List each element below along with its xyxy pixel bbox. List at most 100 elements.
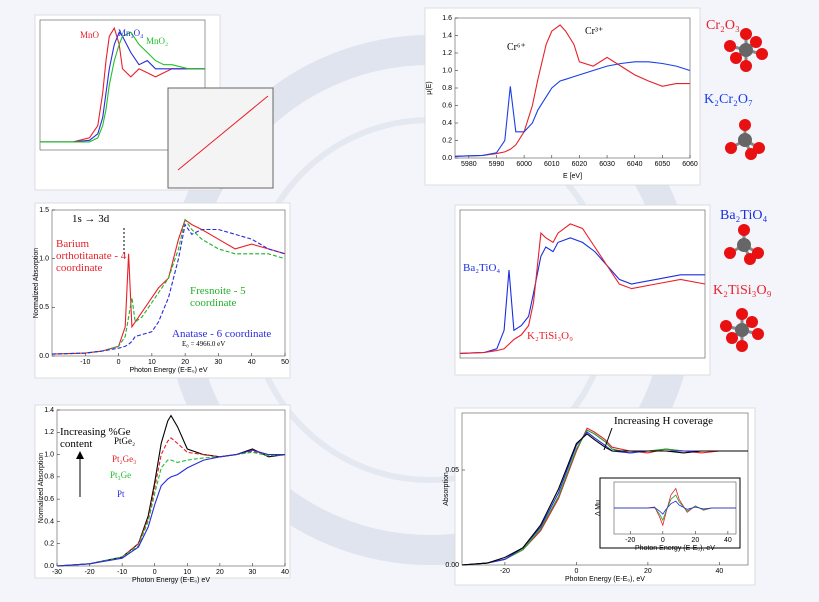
x-tick-label: 5990 bbox=[489, 161, 505, 168]
data-line bbox=[459, 223, 706, 354]
legend-entry: K₂Cr₂O₇ bbox=[704, 92, 753, 107]
molecule-atom bbox=[738, 133, 752, 147]
molecule-atom bbox=[750, 36, 762, 48]
data-line bbox=[56, 451, 286, 567]
x-tick-label: 30 bbox=[215, 359, 223, 366]
x-tick-label: 20 bbox=[644, 568, 652, 575]
x-axis-label: Photon Energy (E-E₀) eV bbox=[130, 367, 208, 374]
x-tick-label: 6060 bbox=[682, 161, 698, 168]
data-line bbox=[51, 223, 286, 355]
molecule-atom bbox=[730, 52, 742, 64]
x-tick-label: 40 bbox=[716, 568, 724, 575]
molecule-atom bbox=[738, 224, 750, 236]
series-label: Barium orthotitanate - 4 coordinate bbox=[56, 238, 127, 274]
x-tick-label: -20 bbox=[85, 569, 95, 576]
series-label: Ba₂TiO₄ bbox=[463, 262, 501, 274]
data-line bbox=[454, 24, 690, 157]
y-tick-label: 0.0 bbox=[39, 353, 49, 360]
annotation: Increasing H coverage bbox=[614, 415, 713, 427]
x-tick-label: 40 bbox=[281, 569, 289, 576]
plot-frame bbox=[461, 412, 749, 566]
x-tick-label: 0 bbox=[574, 568, 578, 575]
plot-frame bbox=[56, 409, 286, 567]
series-label: K₂TiSi₃O₉ bbox=[527, 330, 573, 342]
y-tick-label: 1.6 bbox=[442, 15, 452, 22]
series-label: Pt₂Ge₃ bbox=[112, 454, 137, 464]
arrow-head bbox=[76, 451, 84, 459]
y-tick-label: 1.0 bbox=[44, 451, 54, 458]
y-tick-label: 0.05 bbox=[445, 467, 459, 474]
y-tick-label: 0.0 bbox=[442, 155, 452, 162]
x-tick-label: -20 bbox=[500, 568, 510, 575]
arrow bbox=[603, 427, 613, 451]
molecule-atom bbox=[735, 323, 749, 337]
x-axis-label: Photon Energy (E-E₀) eV bbox=[132, 577, 210, 584]
x-tick-label: 50 bbox=[281, 359, 289, 366]
y-tick-label: 0.00 bbox=[445, 562, 459, 569]
series-label: Pt₃Ge bbox=[110, 470, 132, 480]
y-tick-label: 1.0 bbox=[39, 256, 49, 263]
molecule-atom bbox=[740, 60, 752, 72]
x-tick-label: 10 bbox=[148, 359, 156, 366]
x-tick-label: 20 bbox=[691, 537, 699, 544]
y-axis-label: Normalized Absorption bbox=[38, 453, 45, 524]
y-tick-label: 1.2 bbox=[442, 50, 452, 57]
x-tick-label: 40 bbox=[248, 359, 256, 366]
data-line bbox=[40, 31, 205, 143]
molecule-atom bbox=[739, 43, 753, 57]
molecule-atom bbox=[736, 308, 748, 320]
molecule-atom bbox=[724, 40, 736, 52]
x-tick-label: 20 bbox=[216, 569, 224, 576]
data-line bbox=[51, 218, 286, 355]
molecule-atom bbox=[725, 142, 737, 154]
panel bbox=[34, 202, 291, 379]
legend-entry: Cr₂O₃ bbox=[706, 18, 740, 33]
x-tick-label: 5980 bbox=[461, 161, 477, 168]
y-axis-label: Δ Mu bbox=[595, 500, 602, 516]
molecule-atom bbox=[746, 316, 758, 328]
series-label: PtGe₂ bbox=[114, 436, 136, 446]
x-tick-label: 30 bbox=[249, 569, 257, 576]
molecule-atom bbox=[739, 119, 751, 131]
annotation: E₀ = 4966.0 eV bbox=[182, 340, 226, 348]
panel bbox=[424, 7, 701, 186]
legend-entry: K₂TiSi₃O₉ bbox=[713, 283, 772, 298]
y-tick-label: 1.2 bbox=[44, 429, 54, 436]
x-tick-label: 6010 bbox=[544, 161, 560, 168]
x-tick-label: 6040 bbox=[627, 161, 643, 168]
annotation: 1s → 3d bbox=[72, 213, 110, 225]
y-axis-label: Normalized Absorption bbox=[33, 248, 40, 319]
molecule-atom bbox=[756, 48, 768, 60]
y-tick-label: 0.8 bbox=[442, 85, 452, 92]
series-label: Pt bbox=[117, 489, 125, 499]
data-line bbox=[454, 61, 691, 157]
inset-panel bbox=[167, 87, 274, 189]
y-tick-label: 0.6 bbox=[44, 496, 54, 503]
y-tick-label: 1.5 bbox=[39, 207, 49, 214]
molecule-atom bbox=[752, 328, 764, 340]
data-line bbox=[614, 500, 736, 515]
x-tick-label: -10 bbox=[117, 569, 127, 576]
x-tick-label: 0 bbox=[117, 359, 121, 366]
x-tick-label: 6050 bbox=[655, 161, 671, 168]
y-tick-label: 0.0 bbox=[44, 563, 54, 570]
data-line bbox=[56, 449, 285, 567]
plot-frame bbox=[51, 209, 286, 357]
series-label: Mn₃O₄ bbox=[118, 28, 144, 38]
data-line bbox=[56, 437, 286, 567]
y-tick-label: 0.8 bbox=[44, 474, 54, 481]
molecule-atom bbox=[724, 247, 736, 259]
annotation: Cr³⁺ bbox=[585, 26, 604, 37]
annotation: Cr⁶⁺ bbox=[507, 42, 526, 53]
y-axis-label: μ(E) bbox=[426, 81, 433, 94]
y-tick-label: 1.4 bbox=[44, 407, 54, 414]
y-tick-label: 1.4 bbox=[442, 32, 452, 39]
series-label: MnO₂ bbox=[146, 36, 169, 46]
y-tick-label: 0.5 bbox=[39, 304, 49, 311]
x-axis-label: Photon Energy (E-E₀), eV bbox=[635, 545, 715, 552]
x-axis-label: Photon Energy (E-E₀), eV bbox=[565, 576, 645, 583]
y-axis-label: Absorption bbox=[443, 472, 450, 506]
molecule-atom bbox=[736, 340, 748, 352]
data-line bbox=[459, 237, 705, 354]
data-line bbox=[51, 218, 286, 355]
